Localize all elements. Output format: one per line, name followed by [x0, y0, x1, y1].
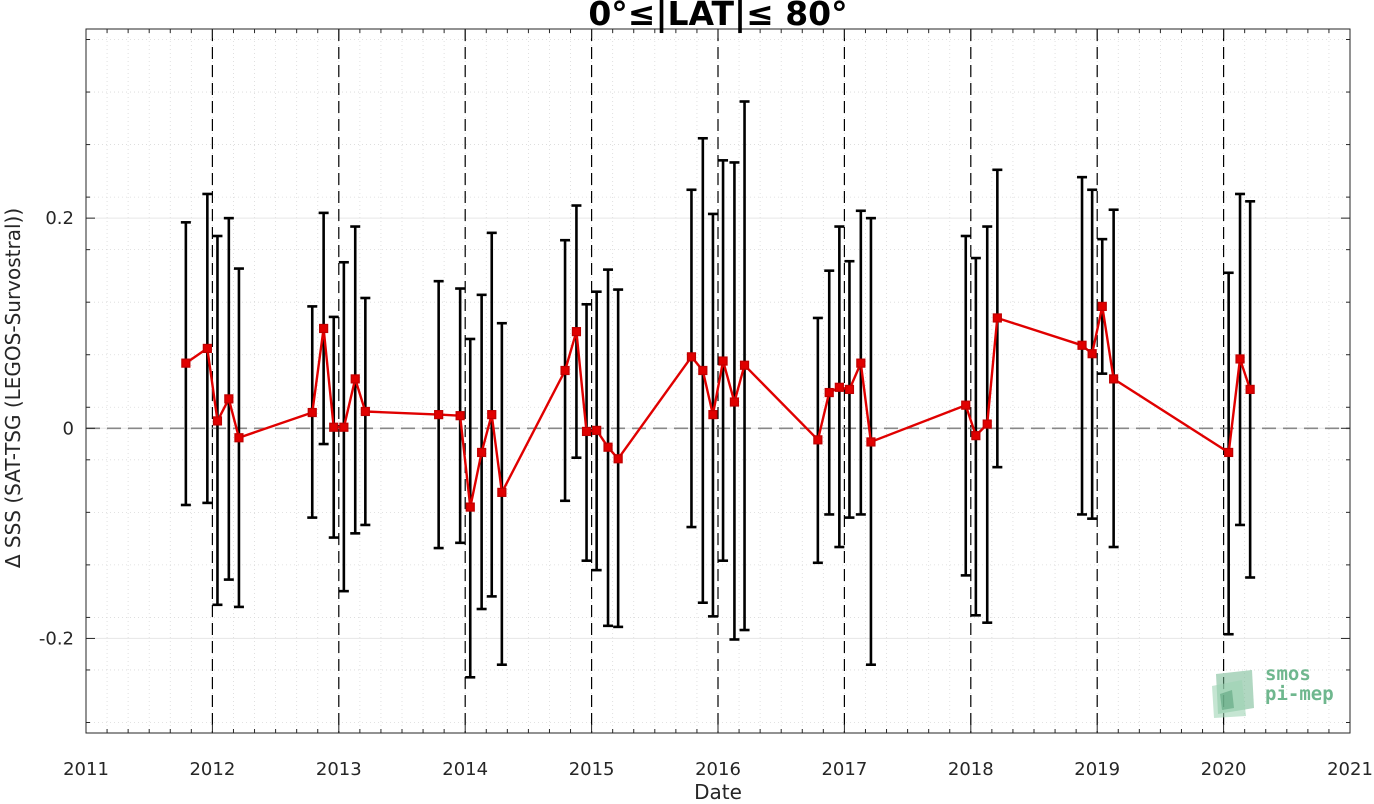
x-tick-label: 2015 [569, 759, 615, 780]
data-point-marker [234, 433, 244, 443]
x-tick-label: 2021 [1327, 759, 1373, 780]
data-point-marker [455, 411, 465, 421]
data-point-marker [1097, 301, 1107, 311]
watermark-line2: pi-mep [1265, 683, 1334, 705]
data-point-marker [739, 360, 750, 370]
data-point-marker [824, 387, 834, 398]
data-point-marker [686, 352, 697, 362]
chart-title: 0°≤|LAT|≤ 80° [588, 0, 848, 33]
data-point-marker [465, 502, 475, 512]
smos-pi-mep-watermark: smos pi-mep [1212, 664, 1352, 720]
data-point-marker [360, 406, 370, 417]
data-point-marker [581, 426, 592, 437]
data-point-marker [212, 416, 223, 426]
x-tick-label: 2020 [1201, 759, 1247, 780]
y-tick-label: -0.2 [39, 628, 74, 649]
series-markers [181, 301, 1255, 512]
x-tick-label: 2019 [1074, 759, 1120, 780]
y-axis-label: Δ SSS (SAT-TSG (LEGOS-Survostral)) [1, 207, 25, 569]
data-point-marker [560, 365, 570, 376]
smos-pi-mep-logo-icon [1212, 670, 1254, 718]
data-point-marker [224, 394, 234, 404]
data-point-marker [592, 425, 602, 435]
data-point-marker [1087, 349, 1097, 359]
data-point-marker [1235, 354, 1245, 364]
data-point-marker [844, 384, 855, 395]
data-point-marker [1109, 374, 1119, 384]
data-point-marker [971, 431, 981, 441]
data-point-marker [1224, 447, 1234, 458]
data-point-marker [856, 358, 866, 368]
data-point-marker [319, 323, 329, 334]
watermark-line1: smos [1265, 663, 1311, 685]
x-tick-label: 2018 [948, 759, 994, 780]
tick-labels: 2011 2012 2013 2014 2015 2016 2017 2018 2019 2020… [39, 208, 1373, 780]
x-tick-label: 2014 [442, 759, 488, 780]
x-tick-label: 2013 [316, 759, 362, 780]
data-point-marker [718, 356, 728, 366]
y-tick-label: 0.2 [45, 208, 74, 229]
x-tick-label: 2011 [63, 759, 109, 780]
y-tick-label: 0 [63, 418, 74, 439]
data-point-marker [339, 422, 349, 432]
data-point-marker [834, 382, 844, 392]
data-point-marker [202, 343, 212, 354]
data-point-marker [992, 313, 1002, 323]
data-point-marker [1077, 340, 1087, 350]
x-tick-label: 2012 [189, 759, 235, 780]
data-point-marker [698, 365, 708, 376]
data-point-marker [350, 374, 360, 384]
series-line [185, 305, 1252, 509]
data-point-marker [1245, 384, 1255, 395]
data-point-marker [477, 447, 487, 458]
data-point-marker [181, 358, 191, 368]
data-point-marker [961, 400, 971, 410]
axes [85, 28, 1351, 734]
data-point-marker [813, 435, 823, 445]
data-point-marker [613, 454, 623, 464]
data-point-marker [708, 410, 718, 420]
data-point-marker [329, 422, 339, 432]
x-axis-label: Date [694, 780, 742, 804]
data-point-marker [307, 407, 317, 418]
data-point-marker [729, 397, 740, 407]
data-point-marker [434, 410, 444, 420]
data-point-marker [487, 410, 497, 420]
data-point-marker [497, 487, 507, 497]
data-point-marker [571, 327, 582, 337]
data-point-marker [982, 419, 992, 429]
x-tick-label: 2016 [695, 759, 741, 780]
reference-lines [86, 29, 1350, 733]
x-tick-label: 2017 [821, 759, 867, 780]
data-point-marker [603, 442, 613, 452]
data-point-marker [866, 437, 876, 447]
